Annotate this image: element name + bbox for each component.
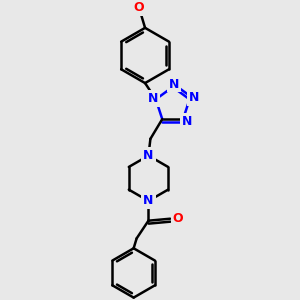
- Text: N: N: [189, 91, 200, 104]
- Text: N: N: [182, 115, 192, 128]
- Text: O: O: [173, 212, 183, 225]
- Text: O: O: [134, 1, 145, 13]
- Text: N: N: [143, 149, 154, 162]
- Text: N: N: [169, 78, 179, 91]
- Text: N: N: [143, 194, 154, 208]
- Text: N: N: [148, 92, 158, 105]
